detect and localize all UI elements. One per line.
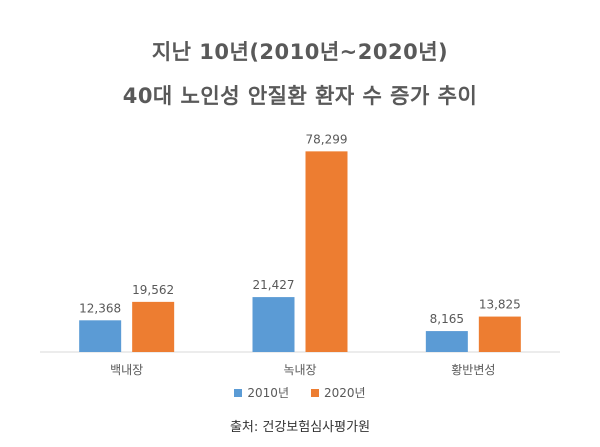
data-label-2020-2: 13,825	[479, 298, 521, 312]
chart-title-line-2: 40대 노인성 안질환 환자 수 증가 추이	[122, 84, 478, 108]
bar-2010-0	[79, 320, 122, 352]
legend-swatch-2020	[311, 388, 319, 397]
bar-2010-1	[252, 297, 295, 352]
bar-2020-2	[478, 316, 521, 352]
category-label-1: 녹내장	[283, 363, 316, 377]
data-label-2020-0: 19,562	[132, 283, 174, 297]
legend-item-2010: 2010년	[234, 384, 289, 401]
bar-2010-2	[425, 331, 468, 352]
legend-label-2010: 2010년	[247, 386, 289, 400]
legend-item-2020: 2020년	[311, 384, 366, 401]
category-label-0: 백내장	[110, 363, 143, 377]
legend-label-2020: 2020년	[324, 386, 366, 400]
data-label-2010-0: 12,368	[79, 301, 121, 315]
data-label-2010-1: 21,427	[253, 278, 295, 292]
legend: 2010년 2020년	[0, 384, 600, 401]
category-label-2: 황반변성	[451, 363, 495, 377]
bar-2020-0	[132, 301, 175, 352]
chart-title-line-1: 지난 10년(2010년~2020년)	[151, 40, 449, 64]
data-label-2010-2: 8,165	[430, 312, 464, 326]
bar-2020-1	[305, 151, 348, 352]
source-note: 출처: 건강보험심사평가원	[229, 420, 371, 435]
data-label-2020-1: 78,299	[306, 132, 348, 146]
legend-swatch-2010	[234, 388, 243, 397]
